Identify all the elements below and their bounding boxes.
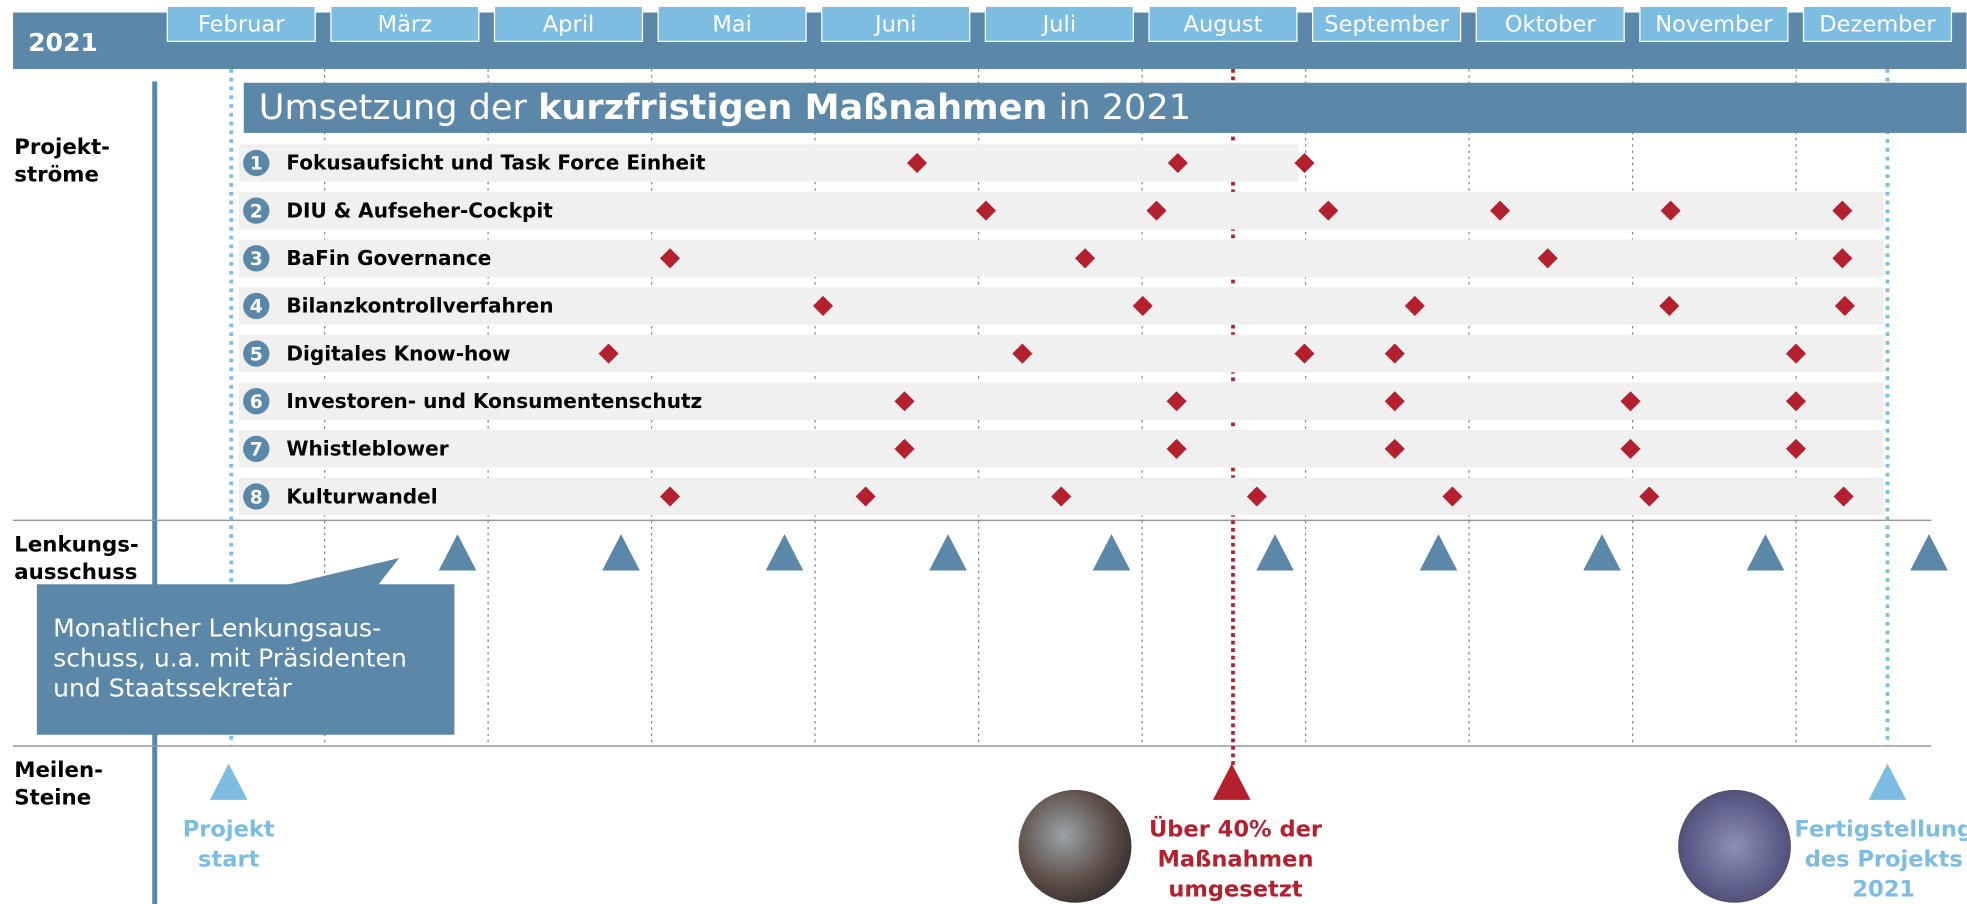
month-label: September [1324,12,1449,38]
month-label: April [543,12,595,38]
banner-suffix: in 2021 [1047,87,1191,128]
milestone-label: umgesetzt [1168,877,1303,903]
banner-prefix: Umsetzung der [259,87,538,128]
month-label: November [1655,12,1773,38]
side-label: Steine [14,786,91,811]
stream-number: 1 [250,154,263,175]
stream-label: Investoren- und Konsumentenschutz [286,389,702,413]
side-label: Projekt- [14,135,110,160]
callout-pointer [279,558,399,587]
milestone-marker [1869,764,1907,800]
month-label: Juni [873,12,917,38]
committee-marker [1583,534,1621,570]
stream-number: 4 [250,297,263,318]
month-label: Dezember [1819,12,1936,38]
committee-marker [766,534,804,570]
stream-label: Digitales Know-how [286,341,510,365]
milestone-label: Über 40% der [1149,815,1323,843]
stream-number: 6 [250,392,263,413]
stream-label: Kulturwandel [286,484,437,508]
month-label: August [1184,12,1263,38]
committee-marker [602,534,640,570]
stream-number: 5 [250,344,263,365]
committee-marker [1093,534,1131,570]
milestone-label: des Projekts [1805,847,1963,873]
stream-label: BaFin Governance [286,246,491,270]
photo [1678,790,1791,903]
month-label: Juli [1041,12,1076,38]
milestone-label: start [198,847,260,873]
stream-label: DIU & Aufseher-Cockpit [286,198,553,222]
callout-text: und Staatssekretär [53,674,292,703]
milestone-label: 2021 [1852,877,1915,903]
side-label: ströme [14,163,99,188]
milestone-label: Maßnahmen [1158,847,1314,873]
month-label: Februar [198,12,285,38]
stream-number: 2 [250,201,263,222]
banner-title: Umsetzung der kurzfristigen Maßnahmen in… [259,87,1191,128]
callout-text: schuss, u.a. mit Präsidenten [53,644,407,673]
committee-marker [929,534,967,570]
stream-label: Fokusaufsicht und Task Force Einheit [286,151,706,175]
committee-marker [439,534,477,570]
stream-number: 3 [250,249,263,270]
milestone-label: Projekt [183,817,275,843]
roadmap: 2021 Umsetzung der kurzfristigen Maßnahm… [0,0,1967,904]
committee-marker [1256,534,1294,570]
committee-marker [1910,534,1948,570]
month-label: Mai [712,12,752,38]
milestone-marker [1213,764,1251,800]
stream-number: 8 [250,487,263,508]
left-bar [152,81,157,904]
committee-marker [1747,534,1785,570]
side-label: ausschuss [14,560,137,585]
stream-label: Whistleblower [286,437,448,461]
milestone-marker [210,764,248,800]
banner-bold: kurzfristigen Maßnahmen [538,87,1047,128]
year: 2021 [28,28,98,57]
month-label: März [378,12,432,38]
side-label: Lenkungs- [14,532,138,557]
photo [1019,790,1132,903]
milestone-label: Fertigstellung [1794,817,1967,843]
month-label: Oktober [1505,12,1597,38]
page: {"header": {"year": "2021", "months": ["… [0,0,1967,904]
committee-marker [1420,534,1458,570]
stream-label: Bilanzkontrollverfahren [286,294,553,318]
stream-number: 7 [250,440,263,461]
side-label: Meilen- [14,758,103,783]
callout-text: Monatlicher Lenkungsaus- [53,613,381,642]
